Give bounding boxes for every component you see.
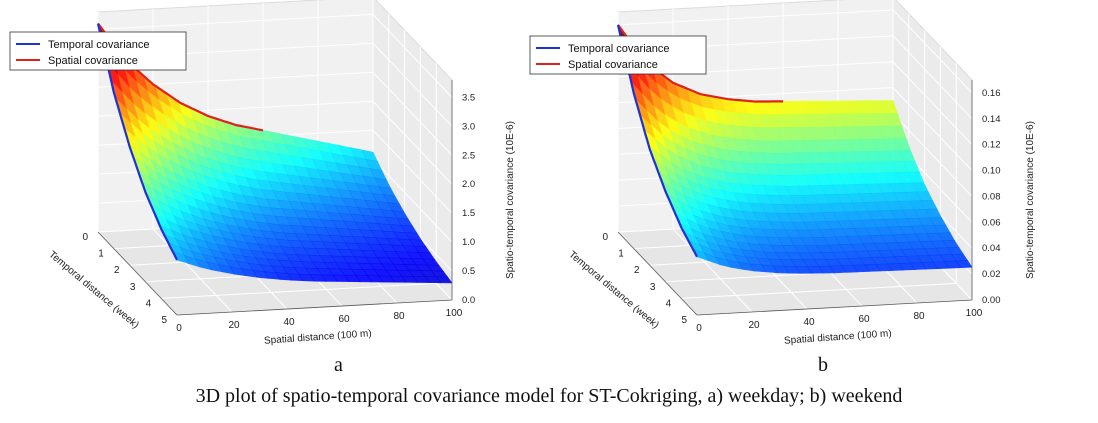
chart-panel-a: 0 20 40 60 80 1000123450.00.51.01.52.02.53.03… (9, 0, 516, 347)
x-tick-label: 60 (858, 314, 870, 325)
y-tick-label: 4 (146, 298, 152, 309)
z-axis-label: Spatio-temporal covariance (10E-6) (505, 121, 516, 279)
figure-canvas: 0 20 40 60 80 1000123450.00.51.01.52.02.53.03… (9, 0, 1036, 347)
y-tick-label: 3 (130, 282, 136, 293)
z-tick-label: 2.0 (462, 179, 475, 190)
x-axis-label: Spatial distance (100 m) (264, 328, 372, 346)
grid-line-z (97, 71, 453, 156)
x-axis-line (696, 299, 973, 316)
z-tick-label: 0.0 (462, 295, 475, 306)
surface (97, 23, 453, 284)
legend-box (529, 35, 707, 75)
x-tick-label: 0 (176, 323, 182, 334)
y-tick-label: 5 (161, 315, 167, 326)
y-tick-label: 0 (602, 232, 608, 243)
z-tick-label: 1.5 (462, 208, 475, 219)
y-tick-label: 5 (681, 315, 687, 326)
x-tick-label: 20 (748, 320, 760, 331)
y-axis-line (617, 231, 698, 316)
y-axis-line (97, 231, 178, 316)
z-tick-label: 3.5 (462, 92, 475, 103)
legend-label-spatial: Spatial covariance (568, 59, 658, 71)
y-tick-label: 1 (618, 249, 624, 260)
y-tick-label: 2 (634, 265, 640, 276)
series-line-temporal (616, 24, 698, 258)
z-axis-label: Spatio-temporal covariance (10E-6) (1025, 121, 1036, 279)
panel-label-a: a (334, 354, 343, 376)
x-tick-label: 100 (446, 308, 463, 319)
z-tick-label: 2.5 (462, 150, 475, 161)
x-tick-label: 100 (966, 308, 983, 319)
grid-line-z (97, 13, 453, 98)
figure-caption: 3D plot of spatio-temporal covariance mo… (195, 385, 903, 407)
y-tick-label: 2 (114, 265, 120, 276)
z-tick-label: 0.04 (982, 243, 1001, 254)
legend-label-temporal: Temporal covariance (568, 43, 670, 55)
x-axis-label: Spatial distance (100 m) (784, 328, 892, 346)
x-tick-label: 40 (283, 317, 295, 328)
z-tick-label: 0.00 (982, 295, 1001, 306)
y-tick-label: 3 (650, 282, 656, 293)
z-tick-label: 3.0 (462, 121, 475, 132)
z-tick-label: 0.06 (982, 217, 1001, 228)
legend-box (9, 31, 187, 71)
grid-line-z (617, 35, 973, 120)
z-tick-label: 0.02 (982, 269, 1001, 280)
x-tick-label: 80 (393, 311, 405, 322)
y-tick-label: 1 (98, 249, 104, 260)
x-tick-label: 80 (913, 311, 925, 322)
grid-line-z (617, 9, 973, 94)
x-axis-line (176, 299, 453, 316)
z-tick-label: 0.5 (462, 266, 475, 277)
z-tick-label: 0.14 (982, 114, 1001, 125)
grid-line-z (617, 61, 973, 146)
z-tick-label: 0.08 (982, 191, 1001, 202)
x-tick-label: 40 (803, 317, 815, 328)
z-tick-label: 0.10 (982, 166, 1001, 177)
x-tick-label: 0 (696, 323, 702, 334)
z-tick-label: 0.12 (982, 140, 1001, 151)
x-tick-label: 20 (228, 320, 240, 331)
chart-panel-b: 0 20 40 60 80 1000123450.000.020.040.060.080.… (529, 0, 1036, 347)
y-tick-label: 4 (666, 298, 672, 309)
legend-label-spatial: Spatial covariance (48, 55, 138, 67)
legend: Temporal covariance Spatial covariance (9, 31, 187, 71)
legend-label-temporal: Temporal covariance (48, 39, 150, 51)
y-tick-label: 0 (82, 232, 88, 243)
legend: Temporal covariance Spatial covariance (529, 35, 707, 75)
z-tick-label: 1.0 (462, 237, 475, 248)
series-line-temporal (96, 23, 178, 261)
z-tick-label: 0.16 (982, 88, 1001, 99)
grid-line-z (97, 42, 453, 127)
panel-label-b: b (818, 354, 828, 376)
x-tick-label: 60 (338, 314, 350, 325)
